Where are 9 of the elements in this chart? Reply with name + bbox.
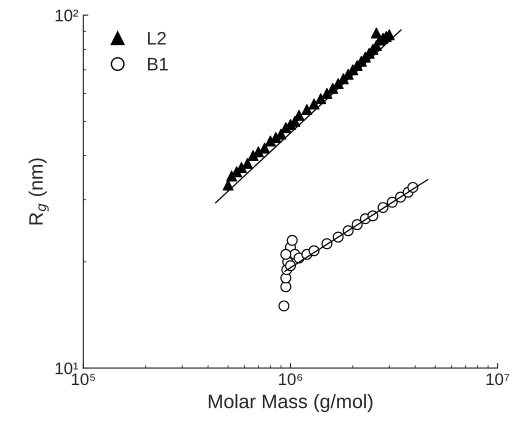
x-axis-title: Molar Mass (g/mol) — [208, 394, 372, 412]
legend-label: B1 — [148, 58, 168, 70]
x-tick-label: 10⁵ — [72, 373, 96, 386]
x-tick-label: 10⁷ — [486, 373, 510, 386]
x-tick-label: 10⁶ — [279, 373, 302, 386]
y-tick-label: 10² — [56, 10, 78, 22]
legend-label: L2 — [148, 32, 166, 44]
y-axis-title: R$_{g}$ (nm) — [28, 158, 49, 224]
y-tick-label: 10¹ — [56, 362, 78, 374]
